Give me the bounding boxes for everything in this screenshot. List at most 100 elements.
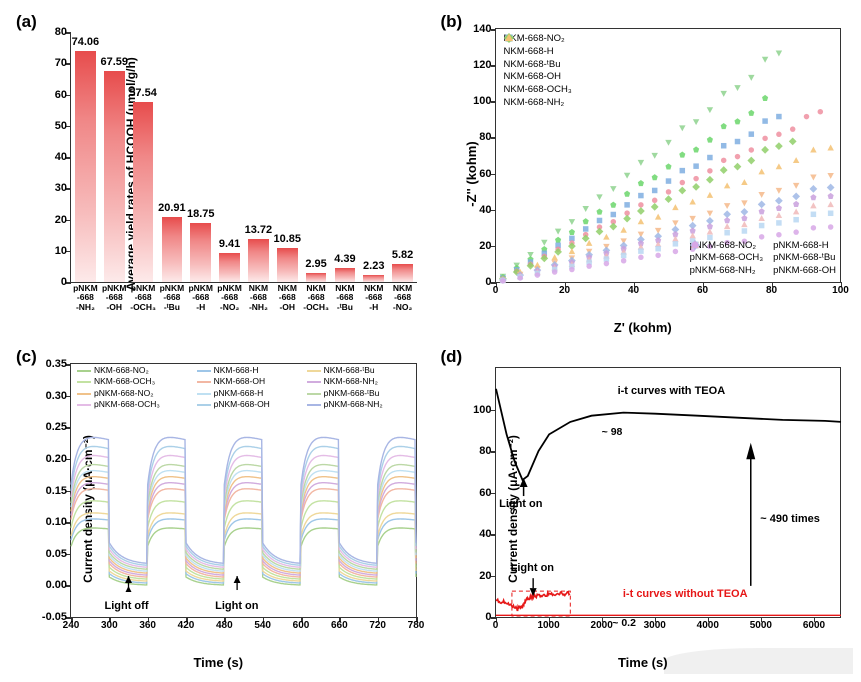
- bar: [133, 102, 154, 282]
- xtick: 5000: [750, 617, 772, 631]
- ytick: 100: [473, 404, 495, 416]
- ytick: 70: [55, 57, 71, 69]
- legend-label: NKM-668-NH₂: [324, 376, 378, 387]
- ytick: 0.35: [46, 358, 71, 370]
- panel-label-c: (c): [16, 347, 37, 367]
- ytick: 50: [55, 120, 71, 132]
- panel-d: (d) Current density (μA·cm⁻²) Time (s) 0…: [433, 343, 854, 674]
- panel-b: (b) -Z'' (kohm) Z' (kohm) 02040608010002…: [433, 8, 854, 339]
- ytick: 0.20: [46, 453, 71, 465]
- ytick: 0.10: [46, 516, 71, 528]
- legend-label: pNKM-668-OCH₃: [94, 399, 160, 410]
- ytick: 0.25: [46, 421, 71, 433]
- bar-value: 13.72: [245, 224, 273, 236]
- bar: [104, 71, 125, 282]
- ytick: 20: [479, 570, 495, 582]
- ytick: 0: [485, 276, 495, 288]
- plot-a: 0102030405060708074.06pNKM-668-NH₂67.59p…: [70, 32, 417, 283]
- ytick: 30: [55, 182, 71, 194]
- legend-label: pNKM-668-OCH₃: [690, 252, 764, 265]
- note-98: ~ 98: [602, 426, 623, 438]
- legend-label: pNKM-668-OH: [214, 399, 270, 410]
- xlabel-c: Time (s): [193, 655, 243, 670]
- legend-label: NKM-668-ᵗBu: [324, 365, 375, 376]
- bar-value: 10.85: [273, 233, 301, 245]
- bar-value: 20.91: [158, 202, 186, 214]
- legend-label: pNKM-668-NO₂: [94, 388, 154, 399]
- bar-value: 5.82: [392, 249, 413, 261]
- bar-value: 2.23: [363, 260, 384, 272]
- xtick: 300: [101, 617, 118, 631]
- ytick: 0: [485, 611, 495, 623]
- xtick: 1000: [537, 617, 559, 631]
- xtick: 600: [293, 617, 310, 631]
- light-on-red: Light on: [511, 562, 554, 574]
- xtick: 3000: [644, 617, 666, 631]
- panel-c: (c) Current density (μA·cm⁻²) Time (s) 2…: [8, 343, 429, 674]
- ytick: 0.05: [46, 548, 71, 560]
- ytick: 60: [55, 89, 71, 101]
- legend-label: NKM-668-NO₂: [94, 365, 149, 376]
- ytick: 20: [479, 240, 495, 252]
- ytick: 60: [479, 168, 495, 180]
- xtick: 80: [766, 282, 777, 296]
- ytick: 0.30: [46, 390, 71, 402]
- plot-c: 240300360420480540600660720780-0.050.000…: [70, 363, 417, 618]
- ytick: 10: [55, 245, 71, 257]
- bar: [75, 51, 96, 282]
- ytick: 40: [55, 151, 71, 163]
- bar: [162, 217, 183, 282]
- watermark-shade: [664, 648, 853, 674]
- legend-c: NKM-668-NO₂NKM-668-HNKM-668-ᵗBuNKM-668-O…: [77, 365, 410, 411]
- legend-label: NKM-668-OCH₃: [94, 376, 155, 387]
- bar-value: 67.59: [100, 56, 128, 68]
- note-02: ~ 0.2: [612, 617, 636, 629]
- legend-label: pNKM-668-H: [214, 388, 264, 399]
- xtick: 100: [832, 282, 849, 296]
- plot-b: 020406080100020406080100120140NKM-668-NO…: [495, 28, 842, 283]
- legend-label: NKM-668-OH: [214, 376, 265, 387]
- light-on-label: Light on: [215, 600, 258, 612]
- ytick: 140: [473, 23, 495, 35]
- ytick: 0.15: [46, 485, 71, 497]
- bar-value: 9.41: [219, 238, 240, 250]
- bar: [277, 248, 298, 282]
- xtick: 20: [559, 282, 570, 296]
- legend-label: NKM-668-ᵗBu: [504, 59, 561, 72]
- label-no-teoa: i-t curves without TEOA: [623, 588, 748, 600]
- legend-label: pNKM-668-ᵗBu: [773, 252, 835, 265]
- bar: [392, 264, 413, 282]
- legend-b-top: NKM-668-NO₂NKM-668-HNKM-668-ᵗBuNKM-668-O…: [504, 33, 572, 110]
- ytick: 100: [473, 95, 495, 107]
- xtick: 360: [139, 617, 156, 631]
- light-off-label: Light off: [105, 600, 149, 612]
- bar: [306, 273, 327, 282]
- bar: [335, 268, 356, 282]
- ytick: 60: [479, 487, 495, 499]
- legend-label: pNKM-668-ᵗBu: [324, 388, 380, 399]
- legend-b-bottom: pNKM-668-NO₂pNKM-668-HpNKM-668-OCH₃pNKM-…: [690, 240, 836, 278]
- xtick: 480: [216, 617, 233, 631]
- xtick: 4000: [697, 617, 719, 631]
- label-teoa: i-t curves with TEOA: [618, 385, 726, 397]
- xtick: 780: [408, 617, 425, 631]
- bar-value: 4.39: [334, 253, 355, 265]
- xtick: 40: [628, 282, 639, 296]
- panel-label-a: (a): [16, 12, 37, 32]
- note-490: ~ 490 times: [760, 513, 820, 525]
- light-on-black: Light on: [499, 498, 542, 510]
- xtick: 420: [178, 617, 195, 631]
- legend-label: pNKM-668-H: [773, 240, 828, 253]
- ytick: 40: [479, 528, 495, 540]
- xtick: 6000: [803, 617, 825, 631]
- ytick: 80: [479, 131, 495, 143]
- bar: [248, 239, 269, 282]
- bar: [190, 223, 211, 282]
- bar: [219, 253, 240, 282]
- ytick: 20: [55, 214, 71, 226]
- legend-label: pNKM-668-NH₂: [690, 265, 756, 278]
- xtick: 2000: [591, 617, 613, 631]
- bar-value: 74.06: [72, 36, 100, 48]
- ytick: 80: [55, 26, 71, 38]
- category-label: NKM-668-NO₂: [386, 282, 419, 312]
